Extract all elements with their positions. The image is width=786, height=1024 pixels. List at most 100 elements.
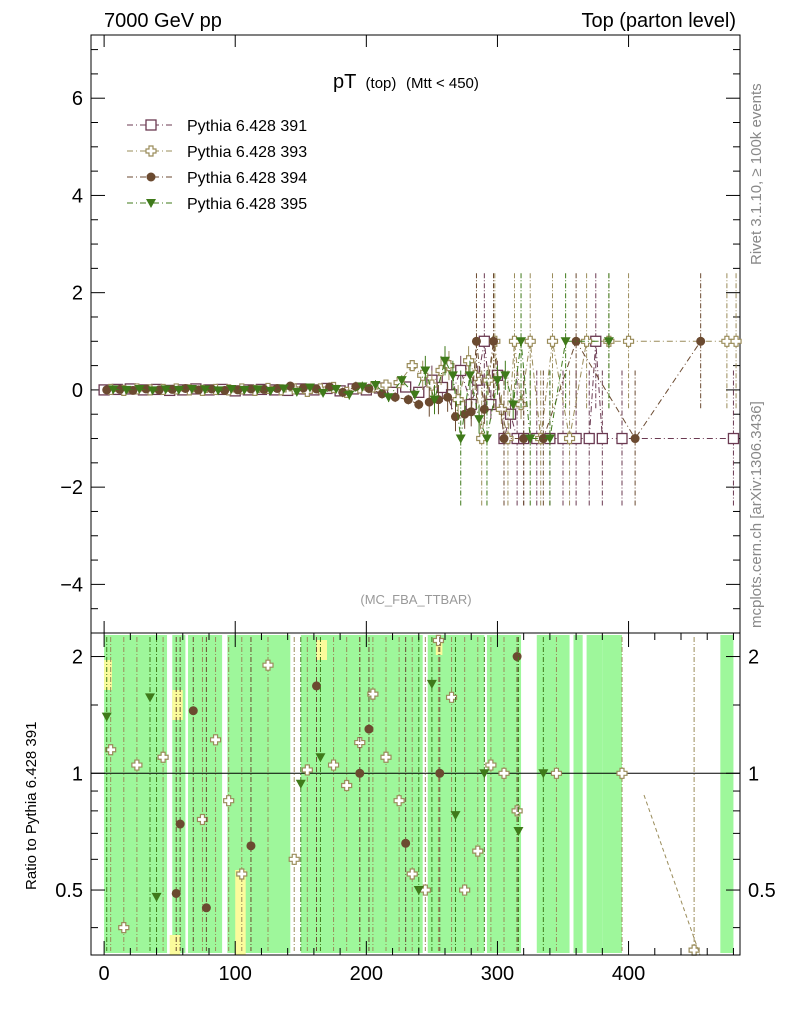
data-point [489, 336, 499, 346]
data-point [186, 384, 197, 394]
data-point [357, 382, 368, 392]
mcplots-source-label: mcplots.cern.ch [arXiv:1306.3436] [748, 401, 765, 628]
ratio-band-green [104, 635, 168, 953]
legend-entry: Pythia 6.428 391 [127, 118, 307, 135]
data-point [118, 922, 130, 934]
ratio-band-yellow [316, 640, 327, 660]
ratio-y-tick-label: 2 [72, 647, 83, 669]
legend-entry: Pythia 6.428 395 [127, 196, 307, 213]
data-point [616, 767, 628, 779]
data-point [318, 388, 329, 398]
data-point [420, 366, 431, 376]
data-point [445, 691, 458, 703]
data-point [485, 759, 497, 771]
main-x-axis-ticks [103, 35, 630, 633]
data-point [479, 769, 490, 779]
data-point [151, 892, 162, 902]
ratio-band-yellow [435, 640, 443, 655]
ratio-band-green [720, 635, 734, 953]
data-point [262, 659, 274, 671]
data-point [252, 385, 263, 395]
data-point [175, 819, 185, 829]
data-point [435, 768, 445, 778]
data-point [380, 379, 392, 391]
data-point [403, 395, 413, 405]
y-tick-label: 4 [72, 185, 83, 207]
data-point [538, 769, 549, 779]
data-point [344, 390, 355, 400]
data-point [508, 400, 519, 410]
data-point [131, 759, 143, 771]
plot-title-main: pT [333, 71, 356, 93]
main-y-axis: −4 −2 0 2 4 6 [60, 49, 740, 634]
legend-label: Pythia 6.428 395 [187, 196, 307, 213]
data-point [563, 432, 576, 445]
ratio-series-3 [171, 637, 522, 951]
data-point [721, 335, 733, 347]
data-point [101, 712, 112, 722]
main-series-layer [98, 273, 742, 507]
data-point [200, 385, 211, 395]
data-point [622, 335, 635, 347]
ratio-y-tick-label: 0.5 [55, 880, 83, 902]
data-point [157, 751, 169, 763]
data-point [516, 337, 527, 347]
data-point [479, 404, 489, 414]
data-point [105, 744, 117, 756]
data-point [102, 385, 112, 395]
data-point [390, 392, 400, 402]
data-point [406, 868, 418, 880]
data-point [364, 724, 374, 734]
data-point [560, 337, 571, 347]
data-point [500, 371, 511, 381]
data-point [482, 374, 494, 386]
data-point [367, 688, 379, 700]
data-point [295, 779, 306, 789]
data-point [298, 383, 308, 393]
data-point [508, 335, 521, 347]
data-point [426, 679, 437, 689]
y-tick-label: 0 [72, 380, 83, 402]
data-point [291, 387, 302, 397]
data-point [459, 884, 471, 896]
data-point [452, 394, 464, 406]
data-point [196, 813, 209, 826]
data-point [315, 753, 326, 763]
data-point [233, 385, 243, 395]
y-tick-label: 2 [72, 283, 83, 305]
data-point [519, 434, 529, 444]
data-point [160, 385, 171, 395]
data-point [146, 172, 156, 182]
data-point [393, 795, 405, 807]
data-point [401, 838, 411, 848]
data-point [201, 903, 211, 913]
ratio-y-tick-label-right: 2 [748, 647, 759, 669]
data-point [498, 767, 510, 779]
ratio-band-yellow [235, 870, 246, 955]
data-point [147, 386, 158, 396]
data-point [424, 397, 434, 407]
ratio-band-yellow [104, 660, 112, 690]
data-point [426, 379, 438, 391]
data-point [377, 389, 387, 399]
data-point [455, 434, 466, 444]
data-point [550, 767, 563, 779]
data-point [447, 371, 458, 381]
y-tick-label: −4 [60, 574, 83, 596]
legend-label: Pythia 6.428 394 [187, 170, 307, 187]
ratio-band-green [573, 635, 583, 953]
analysis-watermark: (MC_FBA_TTBAR) [360, 592, 471, 607]
data-point [406, 360, 418, 372]
ratio-y-axis: 0.5 0.5 1 1 2 2 [55, 647, 776, 929]
data-point [265, 386, 276, 396]
data-point [583, 432, 595, 445]
data-point [616, 432, 628, 445]
data-point [513, 826, 524, 836]
legend-label: Pythia 6.428 393 [187, 144, 307, 161]
data-point [331, 384, 342, 394]
ratio-plot-panel: 0.5 0.5 1 1 2 2 0 100 200 300 400 Ratio to Pythia… [23, 632, 776, 985]
data-point [596, 432, 608, 445]
data-point [355, 768, 365, 778]
data-point [499, 434, 509, 444]
